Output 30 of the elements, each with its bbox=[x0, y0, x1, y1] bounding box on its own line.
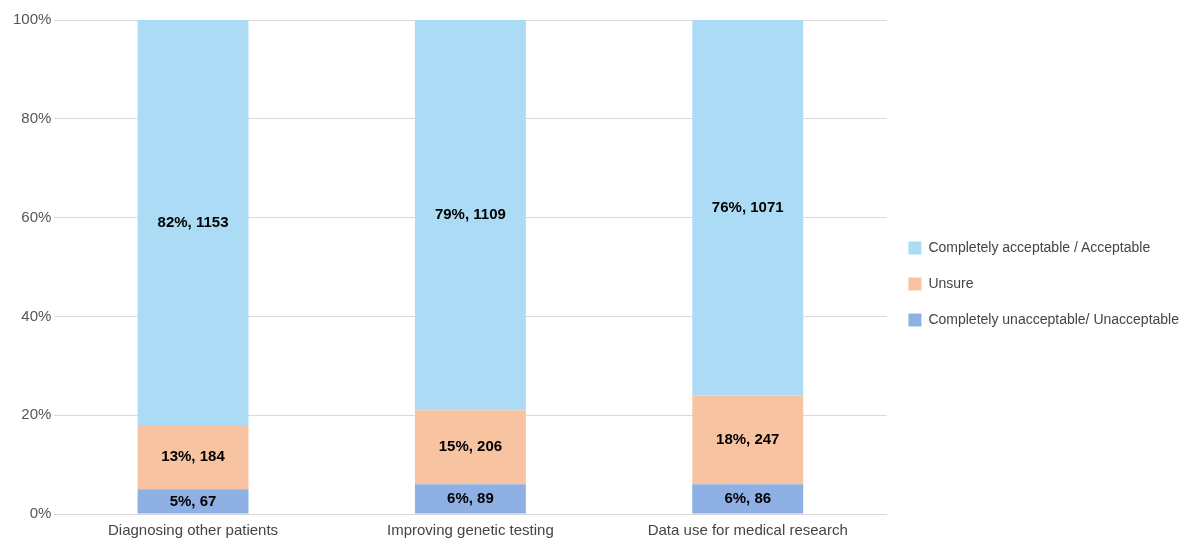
y-tick-label: 0% bbox=[29, 504, 52, 522]
bar bbox=[692, 484, 804, 514]
legend-label: Completely unacceptable/ Unacceptable bbox=[928, 310, 1180, 327]
bar bbox=[414, 484, 526, 514]
y-tick-label: 40% bbox=[21, 306, 52, 324]
bar bbox=[414, 410, 526, 485]
data-label: 6%, 89 bbox=[447, 489, 494, 507]
y-tick-label: 20% bbox=[21, 405, 52, 423]
legend-label: Unsure bbox=[928, 274, 974, 291]
legend-label: Completely acceptable / Acceptable bbox=[928, 238, 1151, 255]
data-label: 6%, 86 bbox=[724, 489, 772, 507]
y-tick-label: 100% bbox=[12, 10, 52, 28]
data-label: 13%, 184 bbox=[161, 447, 226, 465]
data-label: 18%, 247 bbox=[716, 430, 780, 448]
data-label: 15%, 206 bbox=[438, 437, 503, 455]
bar bbox=[137, 425, 249, 490]
bar bbox=[692, 395, 804, 485]
data-label: 76%, 1071 bbox=[711, 197, 784, 215]
x-tick-label: Improving genetic testing bbox=[387, 521, 554, 539]
x-tick-label: Data use for medical research bbox=[647, 521, 848, 539]
y-tick-label: 80% bbox=[21, 108, 52, 126]
data-label: 82%, 1153 bbox=[157, 212, 229, 230]
bar bbox=[137, 489, 249, 514]
data-label: 79%, 1109 bbox=[434, 205, 506, 223]
y-tick-label: 60% bbox=[21, 207, 52, 225]
bar bbox=[137, 20, 249, 426]
bar bbox=[414, 20, 526, 411]
data-label: 5%, 67 bbox=[169, 491, 217, 509]
x-tick-label: Diagnosing other patients bbox=[107, 521, 279, 539]
bar bbox=[692, 20, 804, 396]
